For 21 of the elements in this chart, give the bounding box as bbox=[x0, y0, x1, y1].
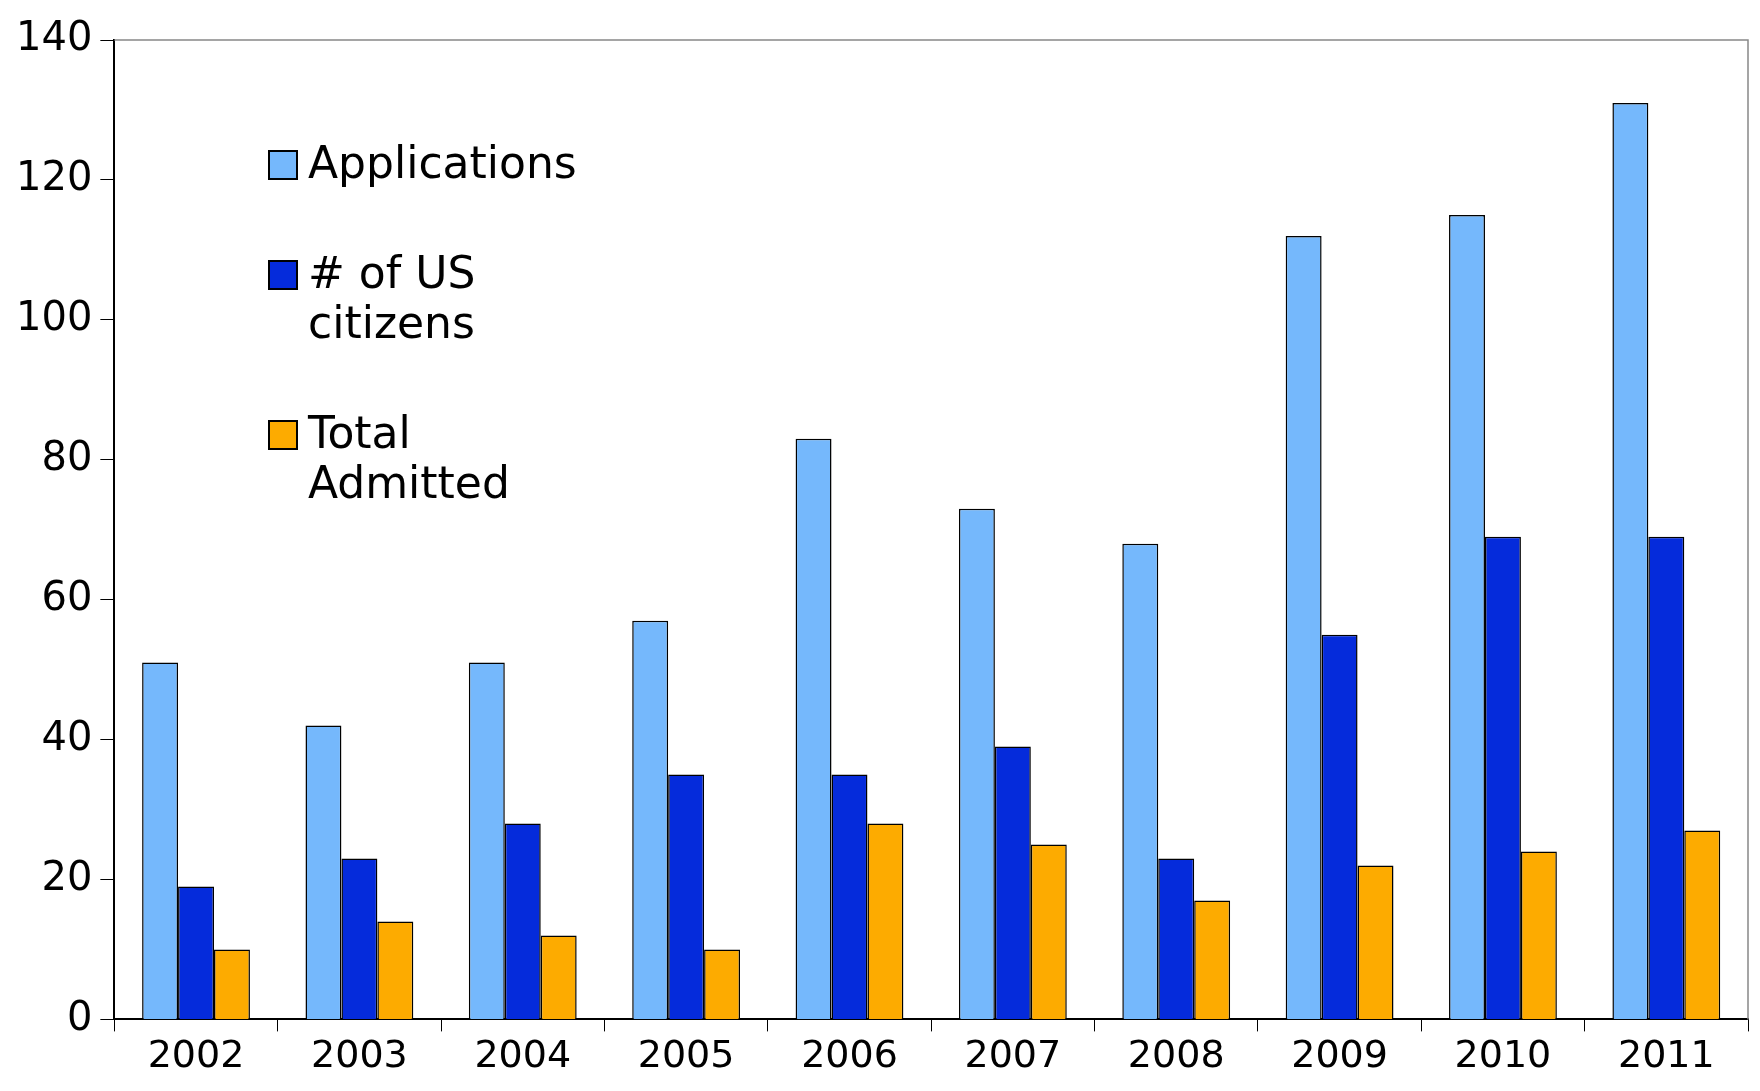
legend-label: # of US citizens bbox=[308, 247, 477, 348]
x-tick-label: 2003 bbox=[311, 1032, 408, 1077]
y-tick-label: 100 bbox=[15, 293, 93, 340]
x-tick-label: 2002 bbox=[147, 1032, 245, 1077]
x-tick-label: 2004 bbox=[474, 1032, 572, 1077]
y-tick-label: 40 bbox=[41, 712, 93, 759]
x-tick-label: 2011 bbox=[1617, 1032, 1715, 1077]
x-tick-label: 2005 bbox=[637, 1032, 735, 1077]
y-tick-label: 0 bbox=[66, 992, 93, 1039]
y-tick-label: 140 bbox=[15, 13, 93, 60]
y-tick-label: 120 bbox=[15, 153, 93, 200]
x-tick-label: 2010 bbox=[1454, 1032, 1552, 1077]
legend-label: Applications bbox=[308, 137, 577, 188]
x-tick-label: 2006 bbox=[801, 1032, 898, 1077]
x-tick-label: 2008 bbox=[1127, 1032, 1225, 1077]
x-tick-label: 2009 bbox=[1291, 1032, 1388, 1077]
y-tick-label: 80 bbox=[41, 433, 93, 480]
y-tick-label: 20 bbox=[41, 852, 93, 899]
x-tick-label: 2007 bbox=[964, 1032, 1062, 1077]
y-tick-label: 60 bbox=[41, 573, 93, 620]
legend-label: Total Admitted bbox=[308, 407, 510, 508]
